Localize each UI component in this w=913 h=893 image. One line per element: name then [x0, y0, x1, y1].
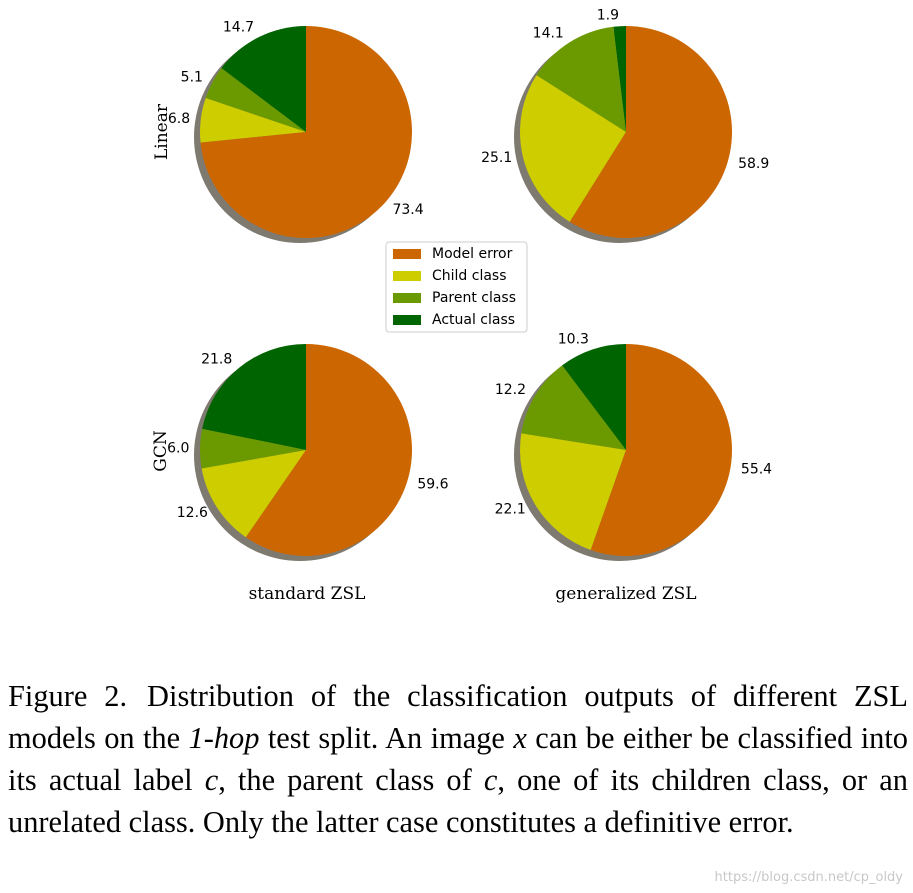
pie-value-label: 59.6: [417, 477, 448, 493]
pie-0: 14.7 5.1 6.8 73.4: [168, 20, 424, 243]
pie-slice-child-class: [520, 75, 626, 222]
caption-text-part3: can be either be classified into its act…: [8, 721, 908, 797]
figure-caption: Figure 2. Distribution of the classificat…: [8, 675, 908, 843]
pie-slice-parent-class: [205, 68, 306, 132]
pie-value-label: 12.2: [495, 382, 526, 398]
pie-2: 21.8 6.0 12.6 59.6: [167, 344, 449, 561]
pie-slice-parent-class: [200, 428, 306, 469]
caption-text-part1: Distribution of the classification outpu…: [8, 679, 908, 755]
pie-slice-actual-class: [613, 25, 626, 133]
pie-slice-parent-class: [521, 365, 626, 450]
pie-slice-parent-class: [536, 26, 626, 132]
pie-value-label: 73.4: [392, 202, 423, 218]
pie-value-label: 6.8: [168, 111, 190, 127]
pie-slice-actual-class: [202, 344, 306, 450]
pie-value-label: 12.6: [177, 505, 208, 521]
pie-value-label: 21.8: [201, 352, 232, 368]
legend-label-model-error: Model error: [432, 246, 513, 262]
column-label-standard-zsl: standard ZSL: [249, 584, 366, 604]
pie-value-label: 22.1: [495, 502, 526, 518]
legend-frame: [385, 241, 528, 333]
legend-swatch-child-class: [393, 271, 421, 281]
pie-slice-model-error: [245, 344, 413, 557]
caption-text-part4: , the parent class of: [218, 763, 484, 797]
caption-text-part5: , one of its children class, or an unrel…: [8, 763, 908, 839]
legend-swatch-parent-class: [393, 293, 421, 303]
chart-legend: Model error Child class Parent class Actual…: [385, 241, 528, 333]
caption-variable-c-second: c: [483, 763, 498, 797]
caption-italic-term: 1-hop: [188, 721, 260, 755]
column-label-generalized-zsl: generalized ZSL: [555, 584, 696, 604]
pie-slice-model-error: [200, 25, 413, 238]
pie-value-label: 5.1: [181, 69, 203, 85]
pie-slice-model-error: [569, 25, 733, 239]
watermark: https://blog.csdn.net/cp_oldy: [714, 870, 903, 885]
pie-3: 10.3 12.2 22.1 55.4: [495, 331, 772, 561]
pie-slice-child-class: [200, 97, 306, 143]
pie-slice-actual-class: [221, 26, 306, 132]
pie-slice-actual-class: [562, 344, 626, 450]
pie-value-label: 14.7: [223, 20, 254, 36]
pie-value-label: 14.1: [533, 25, 564, 41]
legend-label-child-class: Child class: [432, 268, 507, 284]
pie-value-label: 1.9: [597, 8, 619, 24]
row-label-gcn: GCN: [151, 430, 171, 472]
legend-swatch-model-error: [393, 249, 421, 259]
caption-variable-x: x: [513, 721, 527, 755]
pie-charts: 14.7 5.1 6.8 73.4 1.9 14.1 25.1 58.9 21.8 6.0 12.6…: [167, 8, 772, 561]
caption-variable-c: c: [204, 763, 219, 797]
pie-slice-child-class: [201, 450, 306, 538]
caption-text-part2: test split. An image: [259, 721, 514, 755]
caption-figure-label: Figure 2.: [8, 679, 128, 713]
pie-value-label: 10.3: [558, 331, 589, 347]
pie-chart-figure: 14.7 5.1 6.8 73.4 1.9 14.1 25.1 58.9 21.8 6.0 12.6…: [151, 8, 772, 604]
pie-value-label: 25.1: [481, 150, 512, 166]
legend-swatch-actual-class: [393, 315, 421, 325]
legend-label-actual-class: Actual class: [432, 312, 515, 328]
pie-1: 1.9 14.1 25.1 58.9: [481, 8, 769, 243]
legend-label-parent-class: Parent class: [432, 290, 516, 306]
pie-value-label: 55.4: [741, 462, 772, 478]
pie-slice-model-error: [590, 344, 732, 556]
pie-value-label: 58.9: [738, 156, 769, 172]
row-label-linear: Linear: [152, 103, 172, 160]
pie-value-label: 6.0: [167, 441, 189, 457]
pie-slice-child-class: [520, 433, 626, 550]
